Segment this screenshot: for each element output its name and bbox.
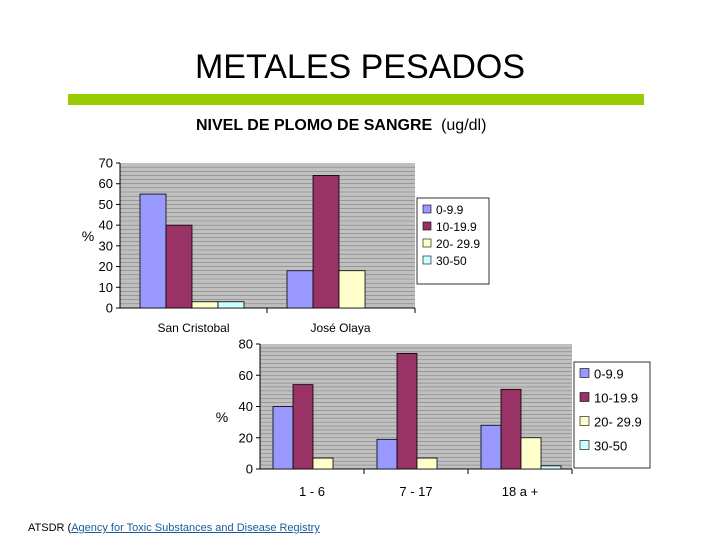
y-tick-label: 20 [99, 259, 113, 274]
bar [520, 437, 542, 470]
title-underline-bar [68, 94, 644, 105]
y-tick-label: 70 [99, 156, 113, 171]
bar [191, 301, 219, 309]
x-category-label: 7 - 17 [399, 484, 432, 499]
x-category-label: 18 a + [502, 484, 539, 499]
bar [480, 424, 502, 470]
bar [396, 352, 418, 470]
x-category-label: 1 - 6 [299, 484, 325, 499]
bar [139, 193, 167, 309]
bar [292, 384, 314, 470]
y-tick-label: 40 [99, 218, 113, 233]
subtitle-bold-text: NIVEL DE PLOMO DE SANGRE [196, 117, 433, 134]
y-tick-label: 20 [239, 430, 253, 445]
y-tick-label: 10 [99, 280, 113, 295]
y-tick-label: 60 [99, 176, 113, 191]
y-tick-label: 40 [239, 399, 253, 414]
bar [165, 224, 193, 309]
y-axis-label: % [82, 228, 94, 244]
legend-swatch [422, 238, 432, 248]
y-tick-label: 80 [239, 337, 253, 352]
bar [312, 175, 340, 309]
bar [217, 301, 245, 309]
source-footer: ATSDR (Agency for Toxic Substances and D… [28, 522, 320, 534]
footer-source-link[interactable]: Agency for Toxic Substances and Disease … [71, 522, 320, 534]
y-tick-label: 0 [246, 462, 253, 477]
slide-title: METALES PESADOS [194, 48, 526, 86]
legend-label: 10-19.9 [436, 220, 477, 234]
y-tick-label: 0 [106, 301, 113, 316]
chart-subtitle: NIVEL DE PLOMO DE SANGRE (ug/dl) [196, 117, 486, 135]
bar [540, 465, 562, 470]
legend-label: 30-50 [594, 439, 627, 454]
legend-label: 0-9.9 [436, 203, 464, 217]
legend-swatch [422, 255, 432, 265]
legend-swatch [579, 392, 590, 402]
bar [338, 270, 366, 309]
legend-swatch [422, 204, 432, 214]
y-tick-label: 60 [239, 368, 253, 383]
legend-swatch [579, 440, 590, 450]
legend-box [573, 361, 651, 469]
bar [500, 388, 522, 470]
legend-swatch [579, 416, 590, 426]
bar [376, 438, 398, 470]
y-tick-label: 50 [99, 197, 113, 212]
bar [272, 406, 294, 470]
subtitle-unit: (ug/dl) [441, 117, 487, 134]
legend-label: 0-9.9 [594, 367, 624, 382]
x-category-label: San Cristobal [157, 321, 229, 335]
y-tick-label: 30 [99, 238, 113, 253]
y-axis-label: % [216, 409, 228, 425]
x-category-label: José Olaya [310, 321, 370, 335]
legend-label: 30-50 [436, 254, 467, 268]
legend-label: 20- 29.9 [436, 237, 480, 251]
legend-swatch [579, 368, 590, 378]
legend-label: 10-19.9 [594, 391, 638, 406]
footer-prefix: ATSDR ( [28, 522, 72, 534]
bar [312, 457, 334, 470]
bar [416, 457, 438, 470]
bar [286, 270, 314, 309]
legend-label: 20- 29.9 [594, 415, 642, 430]
legend-swatch [422, 221, 432, 231]
